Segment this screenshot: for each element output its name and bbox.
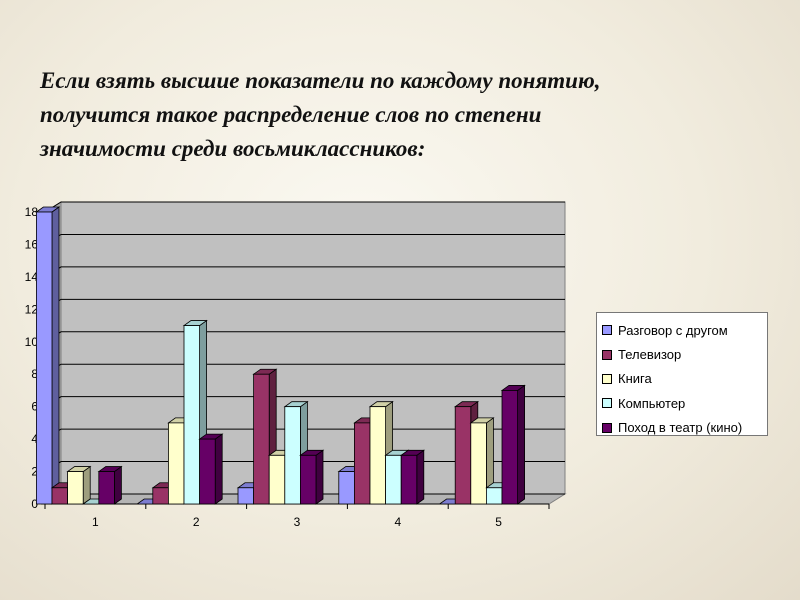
x-tick-label: 1 — [92, 515, 99, 529]
bar-front — [454, 406, 472, 505]
bar-front — [400, 454, 418, 505]
bar-side — [416, 449, 425, 505]
bar-front — [183, 325, 201, 505]
y-tick-label: 4 — [31, 432, 38, 446]
slide-title: Если взять высшие показатели по каждому … — [40, 64, 760, 166]
bar-front — [167, 422, 185, 505]
bar — [399, 449, 426, 505]
bar-front — [299, 454, 317, 505]
legend-swatch — [602, 398, 612, 409]
bar-side — [114, 465, 122, 505]
legend-item: Телевизор — [602, 342, 767, 366]
legend-swatch — [602, 349, 612, 360]
y-tick-label: 6 — [31, 400, 38, 414]
y-tick-label: 14 — [25, 270, 39, 284]
title-line-2: получится такое распределение слов по ст… — [40, 102, 542, 127]
bar — [66, 465, 92, 505]
bar-front — [501, 390, 519, 505]
bar — [469, 417, 495, 505]
y-tick-label: 2 — [31, 465, 38, 479]
y-tick-label: 10 — [25, 335, 39, 349]
legend-label: Книга — [618, 371, 652, 387]
bar-front — [369, 406, 387, 505]
legend-item: Книга — [602, 367, 767, 391]
bar-front — [51, 487, 69, 505]
bar-side — [82, 465, 91, 505]
x-tick-label: 4 — [394, 515, 401, 529]
legend-label: Телевизор — [618, 347, 682, 363]
bar — [198, 433, 224, 505]
bar-front — [268, 454, 286, 505]
chart-legend: Разговор с другом Телевизор Книга Компью… — [596, 312, 768, 436]
y-tick-label: 0 — [31, 497, 38, 511]
bar-front — [470, 422, 487, 505]
bar-front — [98, 471, 115, 505]
bar-front — [36, 211, 53, 505]
bar-side — [517, 384, 525, 505]
legend-item: Поход в театр (кино) — [602, 416, 767, 440]
bar — [35, 206, 61, 505]
bar-front — [152, 487, 169, 505]
legend-swatch — [602, 325, 612, 336]
legend-item: Компьютер — [602, 391, 767, 415]
legend-label: Разговор с другом — [618, 322, 728, 338]
bar-front — [353, 422, 371, 505]
bar — [299, 449, 325, 505]
bar-side — [51, 206, 60, 505]
y-tick-label: 8 — [31, 367, 38, 381]
legend-swatch — [602, 422, 612, 433]
legend-swatch — [602, 373, 612, 384]
bar-side — [214, 433, 223, 505]
bar-front — [237, 487, 255, 505]
legend-label: Компьютер — [618, 395, 686, 411]
bar-front — [485, 487, 503, 505]
x-tick-label: 2 — [193, 515, 200, 529]
chart-bars — [35, 206, 526, 505]
bar — [97, 465, 123, 505]
title-line-1: Если взять высшие показатели по каждому … — [40, 68, 601, 93]
bar-front — [67, 471, 84, 505]
bar-front — [338, 471, 355, 505]
legend-item: Разговор с другом — [602, 318, 767, 342]
bar-front — [253, 373, 270, 505]
bar — [500, 384, 526, 505]
y-tick-label: 18 — [25, 205, 39, 219]
x-tick-label: 5 — [495, 515, 502, 529]
x-tick-label: 3 — [294, 515, 301, 529]
bar-side — [315, 449, 324, 505]
y-tick-label: 16 — [25, 237, 39, 251]
bar-front — [199, 438, 216, 505]
legend-label: Поход в театр (кино) — [618, 420, 743, 436]
bar-front — [385, 454, 402, 505]
bar-front — [284, 406, 301, 505]
y-tick-label: 12 — [25, 302, 39, 316]
title-line-3: значимости среди восьмиклассников: — [40, 136, 426, 161]
